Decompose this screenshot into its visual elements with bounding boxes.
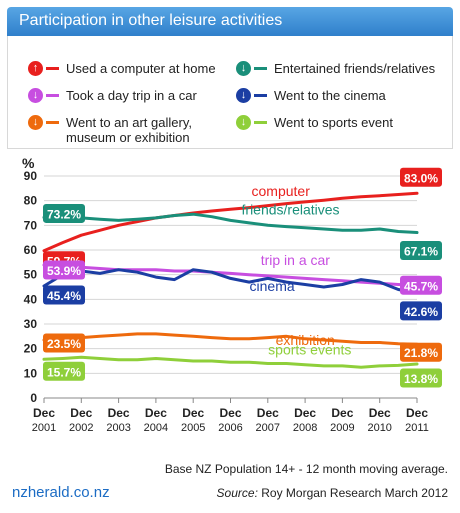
series-name-label: friends/relatives (242, 202, 340, 218)
x-tick-label-month: Dec (182, 406, 204, 420)
source-label: Source: (216, 486, 258, 500)
start-value-cinema: 45.4% (47, 289, 81, 303)
legend-swatch (46, 121, 59, 124)
footer: nzherald.co.nz Source: Roy Morgan Resear… (0, 478, 460, 513)
arrow-down-icon: ↓ (28, 115, 43, 130)
x-tick-label-year: 2003 (106, 422, 130, 434)
x-tick-label-year: 2007 (256, 422, 280, 434)
legend-label: Entertained friends/relatives (274, 61, 436, 76)
start-value-trip: 53.9% (47, 264, 81, 278)
start-value-sports: 15.7% (47, 365, 81, 379)
arrow-down-icon: ↓ (236, 61, 251, 76)
y-tick-label: 40 (24, 292, 38, 306)
x-tick-label-month: Dec (108, 406, 130, 420)
y-tick-label: 30 (24, 317, 38, 331)
x-tick-label-month: Dec (406, 406, 428, 420)
legend-label: Went to sports event (274, 115, 393, 130)
series-name-label: computer (252, 183, 311, 199)
series-line-computer (42, 191, 419, 253)
x-tick-label-year: 2010 (367, 422, 391, 434)
y-tick-label: 10 (24, 366, 38, 380)
end-value-sports: 13.8% (404, 372, 438, 386)
end-value-computer-bg (400, 167, 442, 187)
legend-swatch (46, 67, 59, 70)
source-text: Roy Morgan Research March 2012 (257, 486, 448, 500)
arrow-up-icon: ↑ (28, 61, 43, 76)
end-value-exhibition: 21.8% (404, 346, 438, 360)
y-tick-label: 90 (24, 169, 38, 183)
legend-swatch (254, 121, 267, 124)
series-name-label: exhibition (276, 332, 335, 348)
end-value-cinema-bg (400, 301, 442, 321)
logo-main: nzherald (12, 484, 70, 501)
legend-swatch (254, 94, 267, 97)
series-line-friends (42, 212, 419, 234)
x-tick-label-year: 2005 (181, 422, 205, 434)
title-bar: Participation in other leisure activitie… (7, 7, 453, 36)
y-tick-label: 0 (30, 391, 37, 405)
end-value-exhibition-bg (400, 342, 442, 362)
series-name-label: trip in a car (261, 252, 331, 268)
x-tick-label-month: Dec (369, 406, 391, 420)
y-tick-label: 80 (24, 194, 38, 208)
legend: ↑ Used a computer at home ↓ Entertained fri… (7, 36, 453, 149)
x-tick-label-month: Dec (294, 406, 316, 420)
x-tick-label-month: Dec (331, 406, 353, 420)
y-tick-label: 60 (24, 243, 38, 257)
arrow-down-icon: ↓ (236, 115, 251, 130)
start-value-trip-bg (43, 260, 85, 280)
series-line-sports (42, 355, 419, 369)
x-tick-label-year: 2002 (69, 422, 93, 434)
arrow-down-icon: ↓ (236, 88, 251, 103)
series-name-label: cinema (250, 278, 295, 294)
line-chart: 0 10 20 30 40 50 60 70 80 90% Dec 2001 Dec 2002 Dec 200… (22, 155, 442, 434)
end-value-computer: 83.0% (404, 171, 438, 185)
end-value-friends-bg (400, 240, 442, 260)
start-value-exhibition-bg (43, 333, 85, 353)
x-tick-label-year: 2001 (32, 422, 56, 434)
x-tick-label-year: 2011 (405, 422, 429, 434)
start-value-cinema-bg (43, 285, 85, 305)
x-tick-label-year: 2009 (330, 422, 354, 434)
legend-swatch (46, 94, 59, 97)
end-value-cinema: 42.6% (404, 305, 438, 319)
x-tick-label-year: 2006 (218, 422, 242, 434)
end-value-trip-bg (400, 275, 442, 295)
y-tick-label: 50 (24, 268, 38, 282)
x-tick-label-month: Dec (145, 406, 167, 420)
legend-swatch (254, 67, 267, 70)
start-value-sports-bg (43, 361, 85, 381)
y-tick-label: 20 (24, 342, 38, 356)
start-value-friends: 73.2% (47, 207, 81, 221)
x-tick-label-year: 2004 (144, 422, 168, 434)
legend-label: Used a computer at home (66, 61, 216, 76)
y-tick-label: 70 (24, 218, 38, 232)
start-value-exhibition: 23.5% (47, 337, 81, 351)
base-note: Base NZ Population 14+ - 12 month moving… (164, 462, 448, 476)
logo-domain: .co.nz (69, 484, 110, 501)
end-value-friends: 67.1% (404, 244, 438, 258)
legend-label: Took a day trip in a car (66, 88, 197, 103)
series-line-exhibition (42, 332, 419, 346)
series-name-label: sports events (268, 342, 351, 358)
x-tick-label-year: 2008 (293, 422, 317, 434)
end-value-sports-bg (400, 368, 442, 388)
chart-title: Participation in other leisure activitie… (19, 12, 283, 29)
legend-label: Went to an art gallery, museum or exhibit… (66, 115, 192, 145)
arrow-down-icon: ↓ (28, 88, 43, 103)
legend-label: Went to the cinema (274, 88, 386, 103)
publisher-logo[interactable]: nzherald.co.nz (12, 484, 110, 501)
x-tick-label-month: Dec (219, 406, 241, 420)
x-tick-label-month: Dec (33, 406, 55, 420)
y-axis-label: % (22, 155, 35, 171)
x-tick-label-month: Dec (70, 406, 92, 420)
start-value-friends-bg (43, 203, 85, 223)
x-tick-label-month: Dec (257, 406, 279, 420)
source-credit: Source: Roy Morgan Research March 2012 (217, 486, 448, 500)
series-line-cinema (42, 268, 419, 295)
end-value-trip: 45.7% (404, 279, 438, 293)
